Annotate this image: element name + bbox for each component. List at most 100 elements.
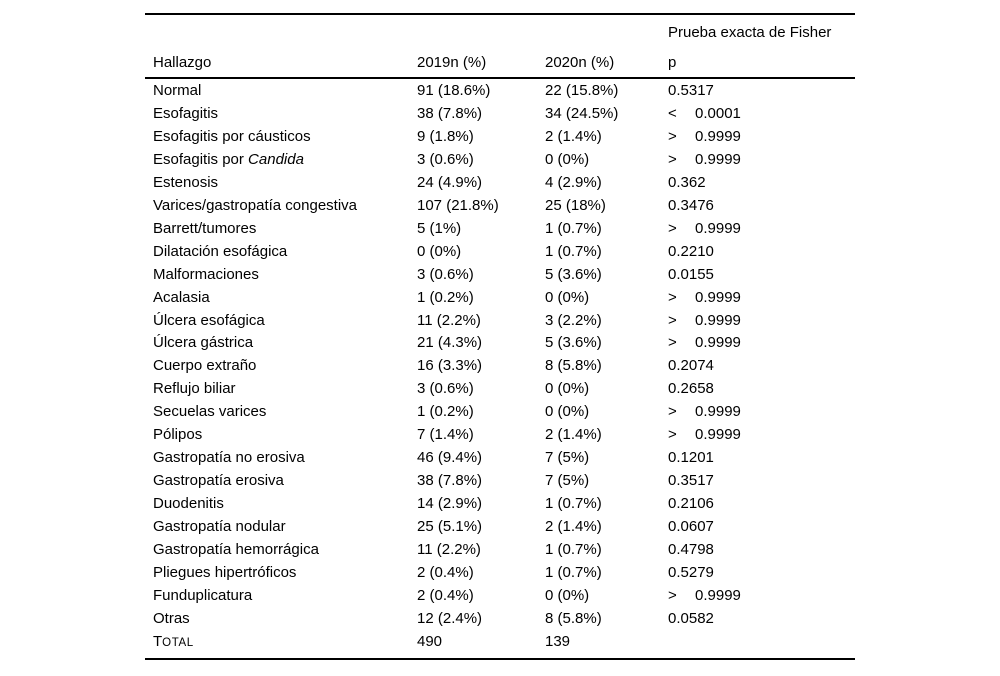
table-row: Duodenitis 14 (2.9%) 1 (0.7%) 0.2106 (145, 492, 855, 515)
cell-2019: 3 (0.6%) (417, 380, 474, 398)
cell-p-value: 0.3476 (668, 196, 714, 214)
cell-2020: 0 (0%) (545, 380, 590, 398)
cell-hallazgo: Pliegues hipertróficos (153, 563, 297, 581)
cell-p-value: 0.0582 (668, 609, 714, 627)
cell-hallazgo: Estenosis (153, 173, 219, 191)
cell-hallazgo: Esofagitis (153, 105, 219, 123)
fisher-test-column-group-label: Prueba exacta de Fisher (668, 23, 832, 41)
cell-p-value: 0.4798 (668, 540, 714, 558)
cell-2019: 490 (417, 632, 443, 650)
table-row: Secuelas varices 1 (0.2%) 0 (0%) >0.9999 (145, 400, 855, 423)
cell-2019: 3 (0.6%) (417, 150, 474, 168)
cell-hallazgo: Funduplicatura (153, 586, 253, 604)
cell-p-value: >0.9999 (668, 128, 741, 146)
cell-p-value: 0.0155 (668, 265, 714, 283)
cell-2020: 1 (0.7%) (545, 242, 602, 260)
cell-hallazgo: Barrett/tumores (153, 219, 257, 237)
table-row: TOTAL 490 139 (145, 630, 855, 653)
cell-p-value: 0.1201 (668, 449, 714, 467)
cell-hallazgo: Duodenitis (153, 495, 224, 513)
cell-hallazgo: Esofagitis por Candida (153, 150, 304, 168)
cell-hallazgo: Gastropatía no erosiva (153, 449, 305, 467)
cell-p-value: >0.9999 (668, 219, 741, 237)
cell-p-value: 0.2658 (668, 380, 714, 398)
column-header-2020: 2020n (%) (545, 53, 615, 71)
cell-p-value: >0.9999 (668, 150, 741, 168)
cell-2020: 25 (18%) (545, 196, 606, 214)
table-row: Esofagitis por Candida 3 (0.6%) 0 (0%) >… (145, 148, 855, 171)
cell-2019: 25 (5.1%) (417, 517, 483, 535)
cell-2019: 2 (0.4%) (417, 586, 474, 604)
cell-hallazgo: Pólipos (153, 426, 203, 444)
cell-2019: 11 (2.2%) (417, 540, 481, 558)
cell-hallazgo: Gastropatía nodular (153, 517, 286, 535)
table-row: Otras 12 (2.4%) 8 (5.8%) 0.0582 (145, 607, 855, 630)
cell-hallazgo: Reflujo biliar (153, 380, 236, 398)
cell-2020: 3 (2.2%) (545, 311, 602, 329)
cell-2020: 7 (5%) (545, 449, 590, 467)
cell-2020: 1 (0.7%) (545, 540, 602, 558)
column-header-2019: 2019n (%) (417, 53, 487, 71)
cell-hallazgo: Secuelas varices (153, 403, 267, 421)
cell-2020: 22 (15.8%) (545, 82, 619, 100)
cell-2019: 38 (7.8%) (417, 472, 483, 490)
cell-p-value: >0.9999 (668, 311, 741, 329)
table-row: Reflujo biliar 3 (0.6%) 0 (0%) 0.2658 (145, 377, 855, 400)
cell-2020: 1 (0.7%) (545, 219, 602, 237)
cell-2019: 107 (21.8%) (417, 196, 499, 214)
cell-p-value: 0.3517 (668, 472, 714, 490)
table-top-rule (145, 13, 855, 15)
cell-p-value: 0.5279 (668, 563, 714, 581)
table-row: Cuerpo extraño 16 (3.3%) 8 (5.8%) 0.2074 (145, 354, 855, 377)
table-bottom-rule (145, 657, 855, 660)
cell-p-value: <0.0001 (668, 105, 741, 123)
column-header-p: p (668, 53, 677, 71)
table-row: Úlcera esofágica 11 (2.2%) 3 (2.2%) >0.9… (145, 309, 855, 332)
cell-2019: 24 (4.9%) (417, 173, 483, 191)
cell-2019: 1 (0.2%) (417, 288, 474, 306)
cell-hallazgo: Úlcera esofágica (153, 311, 265, 329)
cell-p-value: >0.9999 (668, 586, 741, 604)
table-row: Gastropatía nodular 25 (5.1%) 2 (1.4%) 0… (145, 515, 855, 538)
cell-hallazgo: Acalasia (153, 288, 210, 306)
table-body: Normal 91 (18.6%) 22 (15.8%) 0.5317 Esof… (145, 79, 855, 652)
cell-2019: 0 (0%) (417, 242, 462, 260)
cell-2019: 14 (2.9%) (417, 495, 483, 513)
column-headers-row: Hallazgo 2019n (%) 2020n (%) p (145, 53, 855, 72)
cell-p-value: >0.9999 (668, 403, 741, 421)
table-row: Normal 91 (18.6%) 22 (15.8%) 0.5317 (145, 79, 855, 102)
cell-2020: 2 (1.4%) (545, 426, 602, 444)
cell-2019: 5 (1%) (417, 219, 462, 237)
cell-2019: 12 (2.4%) (417, 609, 483, 627)
cell-p-value: >0.9999 (668, 426, 741, 444)
cell-2020: 139 (545, 632, 571, 650)
cell-p-value: 0.2074 (668, 357, 714, 375)
cell-p-value: 0.362 (668, 173, 706, 191)
cell-p-value: 0.2106 (668, 495, 714, 513)
cell-hallazgo: Esofagitis por cáusticos (153, 128, 311, 146)
cell-2020: 2 (1.4%) (545, 517, 602, 535)
cell-hallazgo: Normal (153, 82, 202, 100)
cell-2020: 5 (3.6%) (545, 265, 602, 283)
cell-p-value: 0.0607 (668, 517, 714, 535)
cell-2020: 34 (24.5%) (545, 105, 619, 123)
table-row: Estenosis 24 (4.9%) 4 (2.9%) 0.362 (145, 171, 855, 194)
cell-hallazgo: TOTAL (153, 632, 194, 650)
cell-hallazgo: Otras (153, 609, 190, 627)
cell-2020: 8 (5.8%) (545, 357, 602, 375)
table-row: Varices/gastropatía congestiva 107 (21.8… (145, 194, 855, 217)
table-header-rule (145, 77, 855, 80)
cell-2019: 1 (0.2%) (417, 403, 474, 421)
table-header: Prueba exacta de Fisher Hallazgo 2019n (… (145, 15, 855, 78)
table-row: Pólipos 7 (1.4%) 2 (1.4%) >0.9999 (145, 423, 855, 446)
cell-hallazgo: Gastropatía hemorrágica (153, 540, 319, 558)
cell-hallazgo: Gastropatía erosiva (153, 472, 284, 490)
cell-2020: 1 (0.7%) (545, 495, 602, 513)
cell-2019: 46 (9.4%) (417, 449, 483, 467)
cell-2019: 7 (1.4%) (417, 426, 474, 444)
table-row: Úlcera gástrica 21 (4.3%) 5 (3.6%) >0.99… (145, 332, 855, 355)
cell-hallazgo: Varices/gastropatía congestiva (153, 196, 358, 214)
cell-2019: 9 (1.8%) (417, 128, 474, 146)
column-header-hallazgo: Hallazgo (153, 53, 212, 71)
cell-p-value: 0.2210 (668, 242, 714, 260)
